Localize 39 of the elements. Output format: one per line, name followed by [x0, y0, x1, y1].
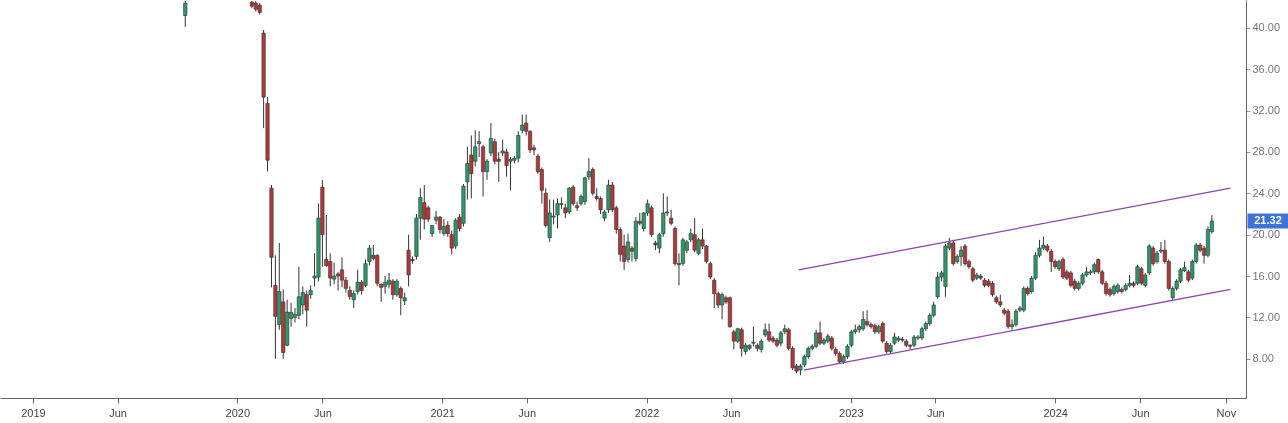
candlestick [555, 197, 560, 229]
text: 21.32 [1254, 214, 1282, 227]
x-tick-label: 2022 [634, 406, 660, 419]
y-tick-label: 24.00 [1252, 186, 1281, 199]
candlestick [516, 130, 521, 163]
x-tick-label: Jun [926, 406, 945, 419]
y-tick-label: 16.00 [1252, 269, 1281, 282]
y-tick-label: 8.00 [1252, 352, 1274, 365]
candlestick [469, 134, 474, 199]
y-tick-label: 28.00 [1252, 145, 1281, 158]
candlestick [861, 310, 866, 332]
candlestick [751, 326, 756, 347]
candlestick [183, 0, 188, 28]
y-tick-label: 36.00 [1252, 62, 1281, 75]
candlestick [296, 266, 301, 320]
candlestick [567, 186, 572, 215]
candlestick [669, 209, 674, 226]
x-tick-label: 2021 [430, 406, 455, 419]
x-tick-label: 2019 [21, 406, 46, 419]
candlestick [731, 329, 736, 350]
x-tick-label: Jun [314, 406, 332, 419]
x-tick-label: Nov [1216, 406, 1237, 419]
x-tick-label: 2024 [1043, 406, 1068, 419]
candlestick [1006, 308, 1011, 330]
x-tick-label: 2023 [839, 406, 864, 419]
candlestick [304, 289, 309, 328]
y-tick-label: 12.00 [1252, 310, 1281, 323]
candlestick [520, 114, 525, 134]
x-tick-label: Jun [1131, 406, 1150, 419]
candlestick [963, 243, 968, 267]
x-tick-label: Jun [109, 406, 127, 419]
x-tick-label: Jun [518, 406, 537, 419]
x-tick-label: Jun [722, 406, 741, 419]
x-tick-label: 2020 [225, 406, 251, 419]
candlestick [959, 245, 964, 267]
y-tick-label: 20.00 [1252, 228, 1281, 241]
y-tick-label: 32.00 [1252, 104, 1281, 117]
y-tick-label: 40.00 [1252, 21, 1281, 34]
candlestick [865, 309, 870, 328]
